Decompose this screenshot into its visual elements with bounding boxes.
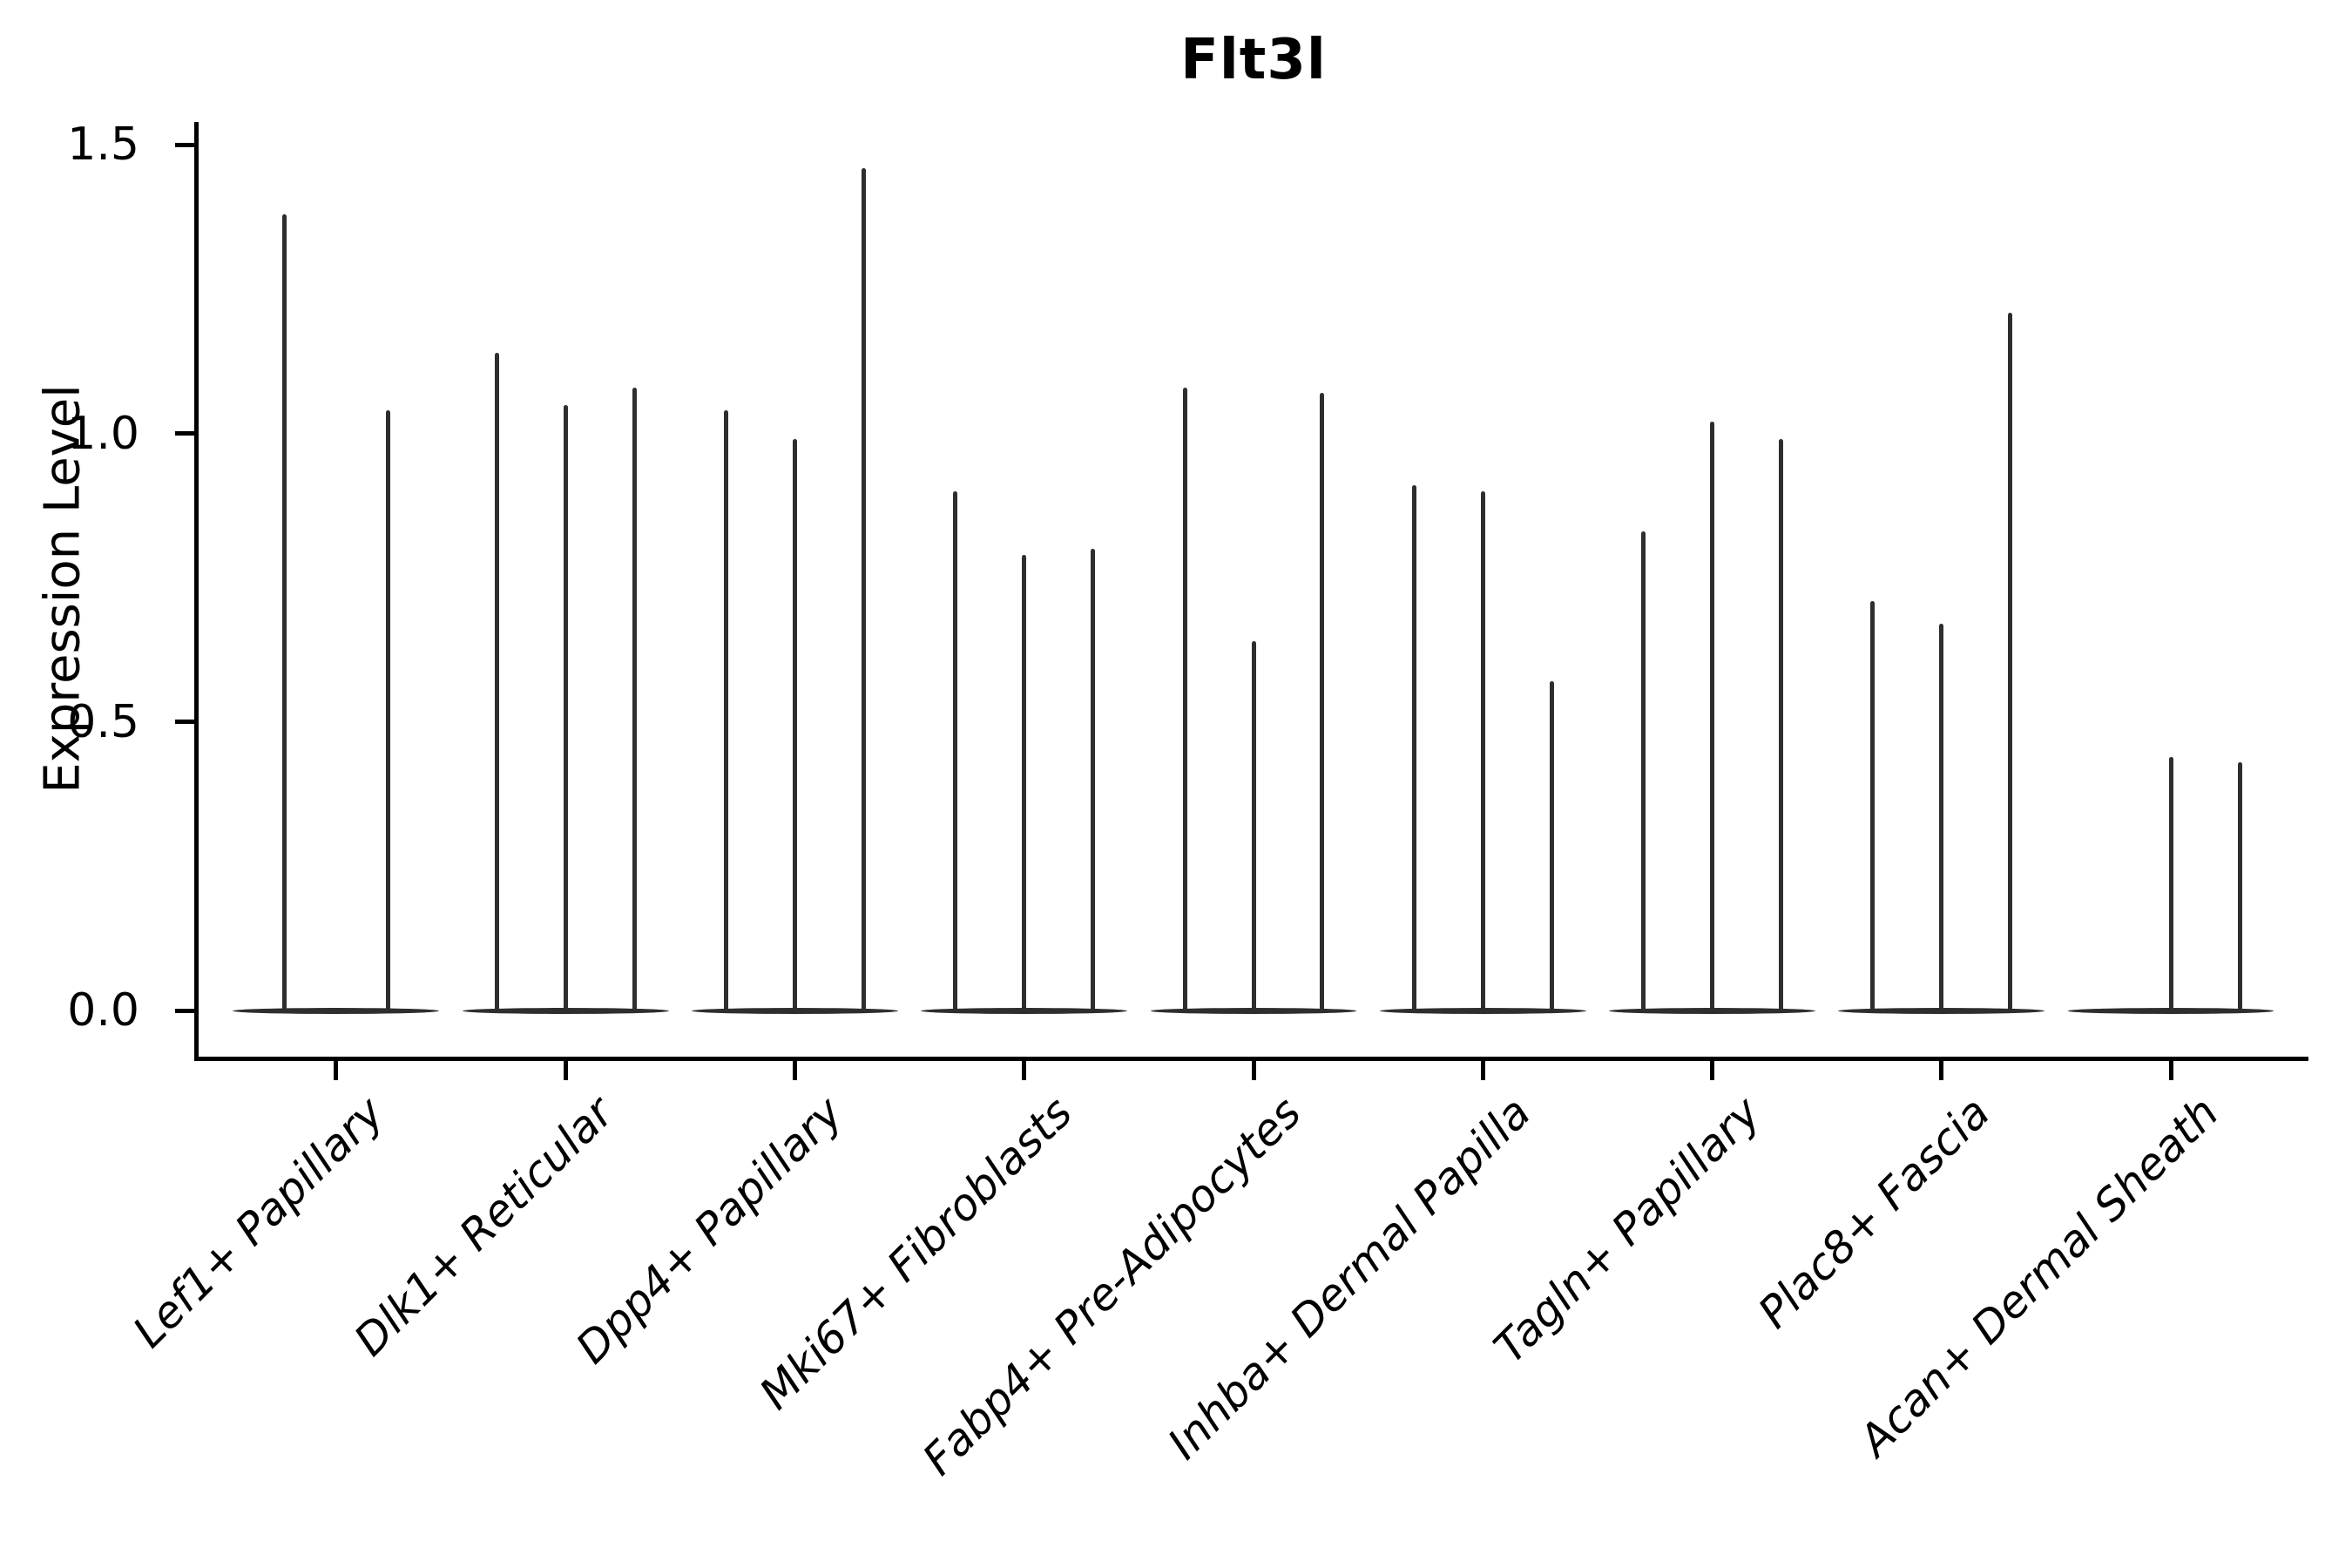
x-tick-label: Fabp4+ Pre-Adipocytes bbox=[913, 1087, 1312, 1485]
chart-title: Flt3l bbox=[1180, 28, 1327, 92]
x-tick bbox=[334, 1061, 339, 1080]
violin-spike bbox=[724, 410, 728, 1012]
y-tick-label: 1.0 bbox=[67, 407, 139, 460]
violin-spike bbox=[1251, 641, 1256, 1012]
x-tick-label: Lef1+ Papillary bbox=[123, 1087, 394, 1358]
x-tick bbox=[1022, 1061, 1027, 1080]
violin-spike bbox=[953, 490, 958, 1012]
violin-spike bbox=[2168, 756, 2173, 1012]
x-tick bbox=[1939, 1061, 1944, 1080]
x-tick bbox=[1480, 1061, 1485, 1080]
violin-spike bbox=[861, 167, 866, 1012]
y-tick-label: 1.5 bbox=[67, 118, 139, 172]
violin-spike bbox=[385, 410, 390, 1012]
violin-spike bbox=[1320, 393, 1325, 1012]
violin-spike bbox=[1549, 681, 1554, 1012]
violin-spike bbox=[1870, 600, 1876, 1012]
violin-spike bbox=[792, 439, 797, 1012]
violin-spike bbox=[632, 387, 637, 1012]
x-axis-spine bbox=[194, 1057, 2308, 1061]
x-tick bbox=[2168, 1061, 2173, 1080]
violin-spike bbox=[1480, 490, 1485, 1012]
y-tick bbox=[175, 720, 194, 725]
y-tick bbox=[175, 142, 194, 147]
violin-spike bbox=[1022, 554, 1027, 1012]
violin-spike bbox=[1710, 422, 1715, 1012]
x-tick-label: Plac8+ Fascia bbox=[1747, 1087, 1999, 1338]
x-tick bbox=[1710, 1061, 1715, 1080]
y-tick bbox=[175, 1008, 194, 1013]
violin-spike bbox=[563, 404, 568, 1012]
violin-spike bbox=[282, 213, 287, 1012]
violin-spike bbox=[1091, 549, 1096, 1012]
violin-spike bbox=[1939, 624, 1944, 1012]
x-tick bbox=[563, 1061, 568, 1080]
y-tick-label: 0.5 bbox=[67, 695, 139, 748]
violin-spike bbox=[1182, 387, 1187, 1012]
violin-spike bbox=[1779, 439, 1783, 1012]
violin-base bbox=[233, 1007, 440, 1014]
y-tick-label: 0.0 bbox=[67, 984, 139, 1037]
y-tick bbox=[175, 431, 194, 436]
violin-spike bbox=[2237, 762, 2242, 1012]
violin-spike bbox=[1641, 531, 1646, 1012]
violin-spike bbox=[494, 352, 499, 1012]
y-axis-spine bbox=[194, 122, 199, 1061]
violin-spike bbox=[2008, 312, 2013, 1012]
violin-spike bbox=[1411, 485, 1416, 1012]
x-tick bbox=[792, 1061, 797, 1080]
x-tick-label: Inhba+ Dermal Papilla bbox=[1158, 1087, 1541, 1470]
x-tick bbox=[1251, 1061, 1256, 1080]
